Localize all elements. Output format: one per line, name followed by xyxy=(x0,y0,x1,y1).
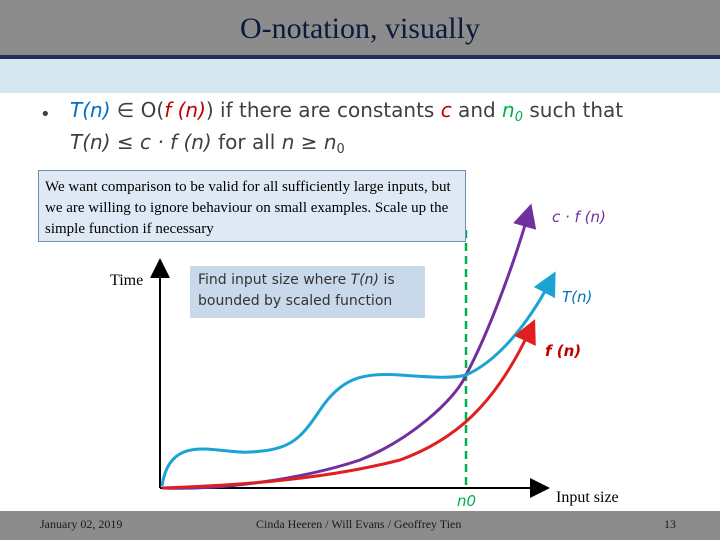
find-box-t-of-n: T(n) xyxy=(350,272,379,288)
definition-line-1: T(n) ∈ O(f (n)) if there are constants c… xyxy=(70,98,623,125)
n-var: n xyxy=(281,130,295,154)
t-of-n-label: T(n) xyxy=(562,288,593,306)
footer-bar: January 02, 2019 Cinda Heeren / Will Eva… xyxy=(0,511,720,540)
page-number: 13 xyxy=(664,517,676,531)
f-of-n: f (n) xyxy=(164,98,206,122)
note-box: We want comparison to be valid for all s… xyxy=(38,170,466,242)
c-times-f-curve xyxy=(161,203,537,490)
and-text: and xyxy=(451,98,503,122)
find-box-text-b: is bounded by scaled function xyxy=(198,272,395,309)
t-of-n-2: T(n) xyxy=(70,130,111,154)
condition-text: if there are constants xyxy=(213,98,441,122)
t-of-n-curve xyxy=(160,271,556,487)
geq-symbol: ≥ xyxy=(294,130,324,154)
find-box-text-a: Find input size where xyxy=(198,272,351,288)
footer-date: January 02, 2019 xyxy=(40,517,123,531)
leq-symbol: ≤ xyxy=(110,130,140,154)
constant-n0-subscript: 0 xyxy=(514,110,524,125)
footer-authors: Cinda Heeren / Will Evans / Geoffrey Tie… xyxy=(256,517,462,531)
accent-band xyxy=(0,59,720,93)
such-that-text: such that xyxy=(523,98,624,122)
constant-c: c xyxy=(440,98,452,122)
for-all-text: for all xyxy=(211,130,282,154)
f-of-n-label: f (n) xyxy=(545,342,582,360)
y-axis-label: Time xyxy=(110,272,144,289)
c-times-f-label: c · f (n) xyxy=(552,208,606,226)
f-of-n-curve xyxy=(161,319,536,490)
in-big-o: ∈ O( xyxy=(110,98,165,122)
t-of-n: T(n) xyxy=(70,98,111,122)
find-input-size-box: Find input size where T(n) is bounded by… xyxy=(190,266,425,318)
n0-var: n xyxy=(323,130,337,154)
n0-var-subscript: 0 xyxy=(336,142,345,157)
slide-title: O-notation, visually xyxy=(240,12,480,45)
x-axis-label: Input size xyxy=(556,489,619,506)
title-bar: O-notation, visually xyxy=(0,0,720,59)
bullet-dot: • xyxy=(40,104,51,125)
constant-n0: n xyxy=(502,98,515,122)
close-paren: ) xyxy=(205,98,214,122)
n0-label: n0 xyxy=(457,492,477,510)
definition-line-2: T(n) ≤ c · f (n) for all n ≥ n0 xyxy=(70,130,345,157)
c-times-f: c · f (n) xyxy=(139,130,212,154)
